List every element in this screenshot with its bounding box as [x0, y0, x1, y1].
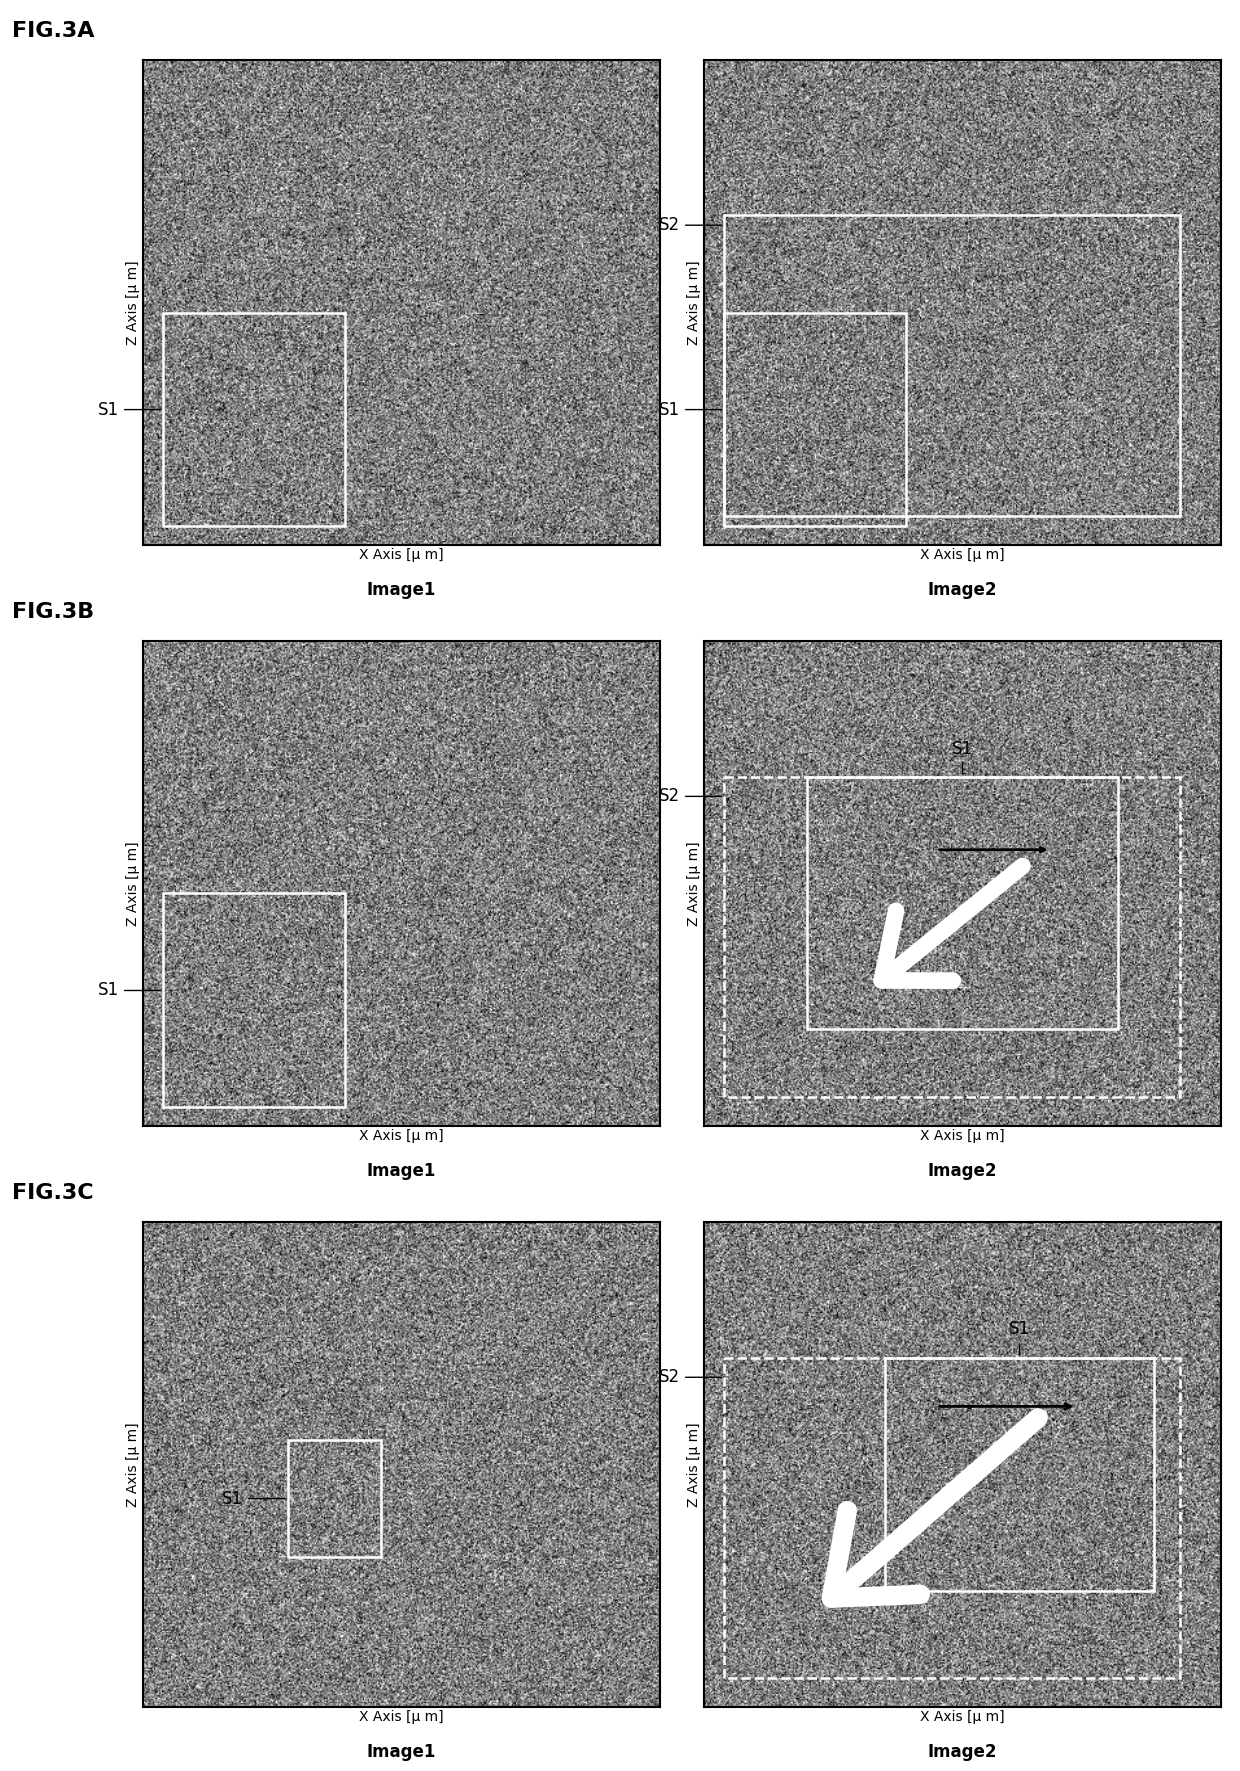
- Text: S2: S2: [658, 216, 722, 234]
- Bar: [724, 1358, 1180, 1679]
- Text: FIG.3A: FIG.3A: [12, 21, 95, 41]
- Text: Image2: Image2: [928, 1743, 997, 1760]
- Bar: [885, 1358, 1154, 1590]
- X-axis label: X Axis [μ m]: X Axis [μ m]: [360, 549, 444, 561]
- Y-axis label: Z Axis [μ m]: Z Axis [μ m]: [125, 1422, 140, 1507]
- X-axis label: X Axis [μ m]: X Axis [μ m]: [920, 549, 1004, 561]
- Bar: [164, 312, 345, 526]
- Bar: [724, 312, 905, 526]
- Bar: [164, 893, 345, 1107]
- Bar: [724, 777, 1180, 1098]
- Text: S1: S1: [1009, 1321, 1030, 1355]
- X-axis label: X Axis [μ m]: X Axis [μ m]: [920, 1711, 1004, 1723]
- Text: S1: S1: [222, 1489, 285, 1507]
- Text: Image2: Image2: [928, 581, 997, 599]
- Y-axis label: Z Axis [μ m]: Z Axis [μ m]: [687, 841, 701, 926]
- Text: Image1: Image1: [367, 1743, 436, 1760]
- Text: Image1: Image1: [367, 1162, 436, 1179]
- Text: S2: S2: [658, 788, 722, 806]
- Text: FIG.3C: FIG.3C: [12, 1183, 94, 1203]
- Y-axis label: Z Axis [μ m]: Z Axis [μ m]: [125, 260, 140, 345]
- Y-axis label: Z Axis [μ m]: Z Axis [μ m]: [687, 1422, 701, 1507]
- Text: Image2: Image2: [928, 1162, 997, 1179]
- Text: S1: S1: [658, 400, 722, 418]
- X-axis label: X Axis [μ m]: X Axis [μ m]: [360, 1130, 444, 1142]
- Text: S2: S2: [658, 1369, 722, 1387]
- Bar: [288, 1440, 381, 1557]
- Y-axis label: Z Axis [μ m]: Z Axis [μ m]: [687, 260, 701, 345]
- Text: S1: S1: [98, 981, 160, 999]
- X-axis label: X Axis [μ m]: X Axis [μ m]: [920, 1130, 1004, 1142]
- Bar: [724, 216, 1180, 517]
- Text: FIG.3B: FIG.3B: [12, 602, 94, 622]
- Bar: [807, 777, 1118, 1029]
- Y-axis label: Z Axis [μ m]: Z Axis [μ m]: [125, 841, 140, 926]
- Text: Image1: Image1: [367, 581, 436, 599]
- X-axis label: X Axis [μ m]: X Axis [μ m]: [360, 1711, 444, 1723]
- Text: S1: S1: [98, 400, 160, 418]
- Text: S1: S1: [952, 740, 973, 774]
